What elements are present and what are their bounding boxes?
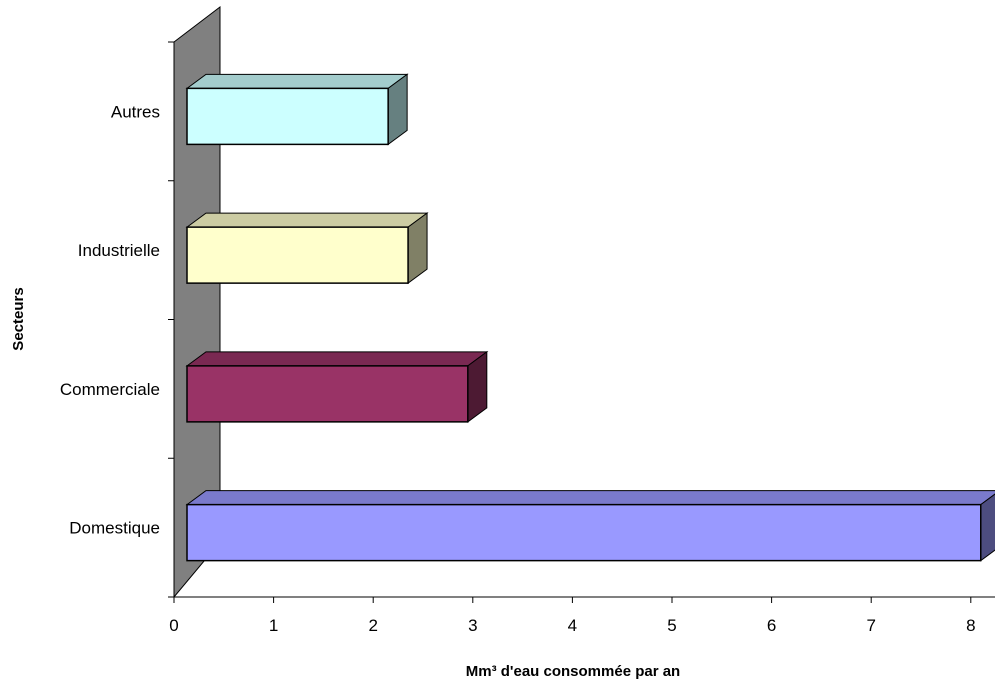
bar-top-face: [185, 490, 995, 506]
x-tick-label: 8: [966, 616, 975, 635]
x-tick-label: 2: [368, 616, 377, 635]
bar-industrielle: [185, 212, 429, 285]
bar-domestique: [185, 490, 995, 562]
bar-autres: [185, 73, 409, 146]
x-tick-label: 4: [568, 616, 577, 635]
bar-front-face: [186, 365, 469, 423]
x-tick-label: 6: [767, 616, 776, 635]
x-tick-label: 1: [269, 616, 278, 635]
bar-top-face: [185, 351, 489, 367]
y-category-label: Autres: [111, 102, 160, 121]
y-category-label: Commerciale: [60, 380, 160, 399]
x-tick-label: 7: [866, 616, 875, 635]
x-tick-label: 3: [468, 616, 477, 635]
bar-top-face: [185, 212, 429, 228]
bar-front-face: [186, 226, 409, 284]
x-tick-labels: 0 1 2 3 4 5 6 7 8: [169, 597, 976, 635]
x-tick-label: 0: [169, 616, 178, 635]
bar-front-face: [186, 87, 389, 146]
bar-top-face: [185, 73, 409, 89]
y-axis-title: Secteurs: [10, 287, 27, 350]
bar-front-face: [186, 503, 982, 562]
x-axis-title: Mm³ d'eau consommée par an: [466, 663, 680, 680]
y-category-label: Industrielle: [78, 241, 160, 260]
y-category-labels: Domestique Commerciale Industrielle Autres: [60, 102, 160, 537]
axes: [168, 41, 995, 598]
y-category-label: Domestique: [69, 519, 160, 538]
bar-series: [185, 73, 995, 562]
x-tick-label: 5: [667, 616, 676, 635]
bar-commerciale: [185, 350, 489, 423]
